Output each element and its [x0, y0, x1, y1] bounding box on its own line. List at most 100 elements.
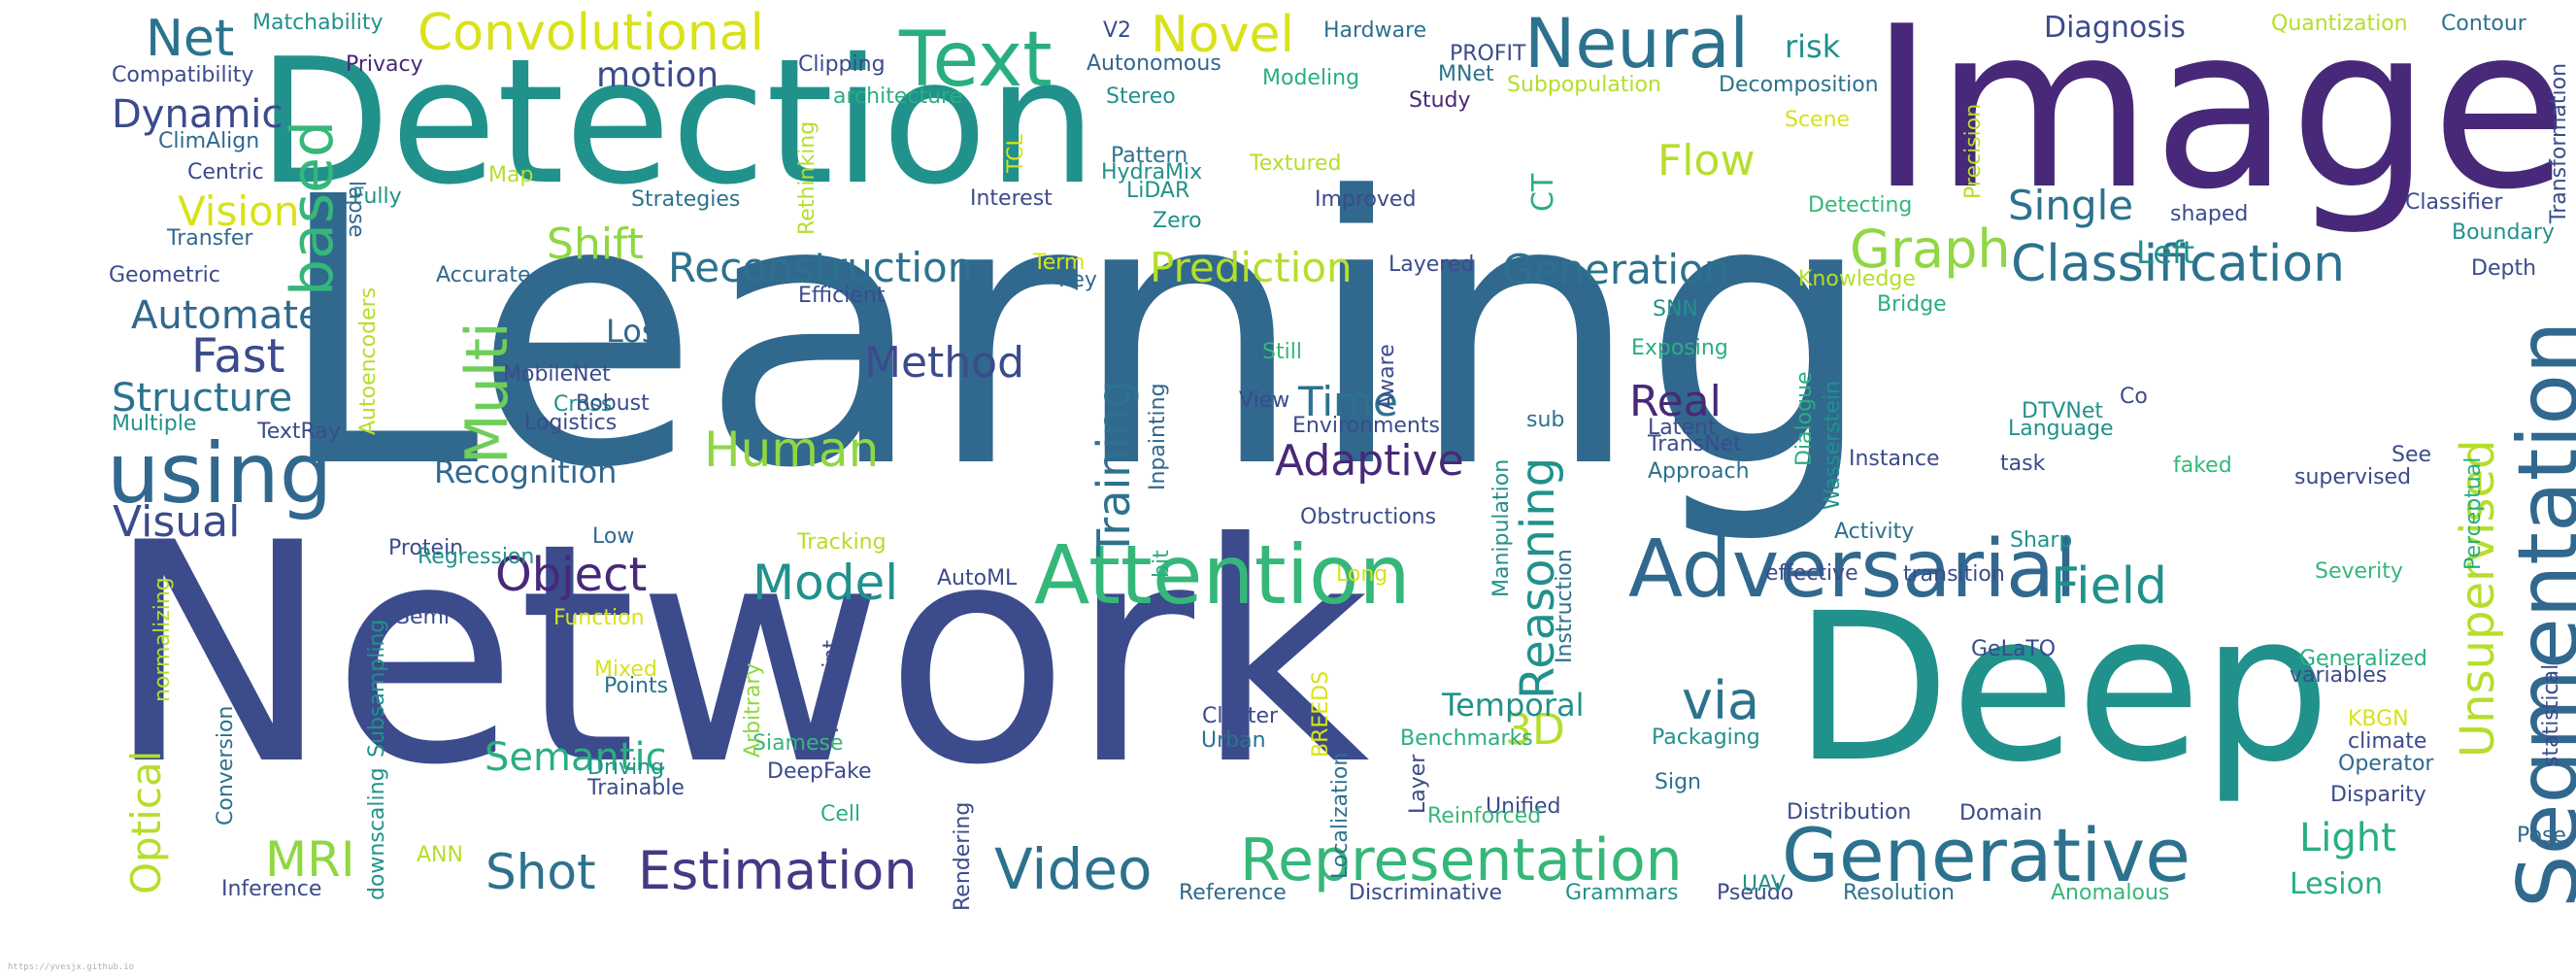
word: Detection	[257, 21, 1097, 222]
word: Loss	[606, 313, 675, 350]
word: Instance	[1849, 447, 1940, 471]
word: Arbitrary	[741, 662, 765, 758]
word: HydraMix	[1101, 160, 1203, 185]
word: Pattern	[1111, 144, 1188, 168]
word: Long	[1336, 562, 1388, 587]
word: Map	[488, 163, 534, 187]
word: Fast	[191, 329, 285, 384]
word: Autoencoders	[356, 287, 381, 435]
word: Urban	[1201, 728, 1266, 753]
word: Adaptive	[1275, 436, 1464, 486]
word: normalizing	[151, 577, 175, 702]
word: Term	[1033, 251, 1086, 275]
word: AutoML	[937, 566, 1018, 590]
word: Segmentation	[2500, 320, 2576, 908]
word: Learning	[274, 118, 1876, 549]
word: MRI	[265, 831, 355, 888]
word: via	[1682, 670, 1760, 731]
word: Automated	[131, 293, 348, 338]
word: Human	[704, 422, 880, 478]
word: Resolution	[1843, 881, 1955, 905]
word: Modeling	[1262, 66, 1360, 90]
word: Generalized	[2299, 647, 2427, 671]
word: Diagnosis	[2044, 11, 2186, 45]
word: Neural	[1524, 4, 1749, 84]
word: Visual	[113, 497, 241, 547]
word: Protein	[388, 536, 464, 560]
word: Representation	[1240, 826, 1683, 894]
word: Quantization	[2271, 12, 2408, 36]
word: Novel	[1151, 6, 1294, 64]
word: SNN	[1653, 297, 1698, 321]
word: Grammars	[1565, 881, 1679, 905]
word: Subpopulation	[1507, 73, 1661, 97]
word: Severity	[2315, 559, 2403, 584]
word: variables	[2290, 663, 2388, 688]
word: TextRay	[257, 420, 341, 444]
word: Efficient	[798, 284, 886, 308]
word: motion	[596, 55, 719, 95]
word: Temporal	[1442, 687, 1585, 724]
word: Convolutional	[418, 4, 764, 62]
word: transition	[1903, 562, 2005, 587]
word: Exposing	[1631, 336, 1728, 360]
word: See	[2392, 443, 2432, 467]
word: MobileNet	[503, 362, 611, 387]
word: architecture	[833, 84, 963, 109]
word: Vision	[178, 187, 300, 235]
word: Manipulation	[1489, 458, 1514, 597]
word: Cluster	[1202, 704, 1279, 728]
word: shaped	[2170, 202, 2249, 226]
word: Flow	[1657, 136, 1756, 185]
word: Latent	[1648, 416, 1717, 440]
word: sub	[1526, 408, 1565, 432]
word: Reconstruction	[668, 244, 974, 291]
word: Precision	[1961, 103, 1986, 199]
word: Function	[553, 606, 645, 630]
word: Still	[1262, 340, 1302, 364]
word: ClimAlign	[158, 129, 260, 153]
word: 3D	[1505, 705, 1565, 755]
word: Compatibility	[112, 63, 254, 87]
word: effective	[1765, 561, 1858, 586]
word: Conversion	[214, 705, 238, 826]
word: TransNet	[1648, 432, 1742, 456]
word: Wasserstein	[1821, 380, 1845, 510]
word: Light	[2299, 816, 2396, 860]
word: KBGN	[2348, 707, 2409, 731]
word: Inpainting	[1146, 383, 1170, 490]
word: Pose	[2517, 824, 2566, 848]
word: Operator	[2338, 752, 2434, 776]
word: Regression	[418, 545, 535, 569]
word: Layer	[1406, 754, 1430, 814]
word: Boundary	[2452, 220, 2555, 245]
word: Perceptual	[2461, 456, 2486, 570]
word: Bridge	[1877, 292, 1947, 317]
word: Points	[604, 674, 669, 698]
word: Shift	[547, 219, 645, 269]
word: Method	[864, 338, 1025, 388]
word: Semantic	[485, 735, 667, 780]
word: Dialogue	[1792, 371, 1817, 466]
word: Classifier	[2405, 190, 2503, 215]
word: DeepFake	[767, 759, 872, 784]
word: Stereo	[1106, 84, 1176, 109]
word: Transformation	[2547, 62, 2571, 223]
word: faked	[2173, 454, 2232, 478]
word: Object	[495, 548, 648, 602]
word: Approach	[1648, 459, 1750, 484]
word: Model	[753, 555, 899, 611]
word: Disparity	[2330, 783, 2426, 807]
word: Network	[105, 478, 1370, 831]
word: GeLaTO	[1971, 637, 2057, 661]
word: Attention	[1034, 527, 1411, 623]
word: Prediction	[1150, 244, 1353, 291]
word: Privacy	[346, 52, 423, 77]
word: Localization	[1328, 752, 1353, 879]
word: task	[2000, 452, 2046, 476]
word: Dynamic	[112, 92, 284, 137]
word: Semi	[396, 605, 451, 629]
word: Driving	[587, 756, 665, 780]
word: Single	[2008, 182, 2134, 229]
